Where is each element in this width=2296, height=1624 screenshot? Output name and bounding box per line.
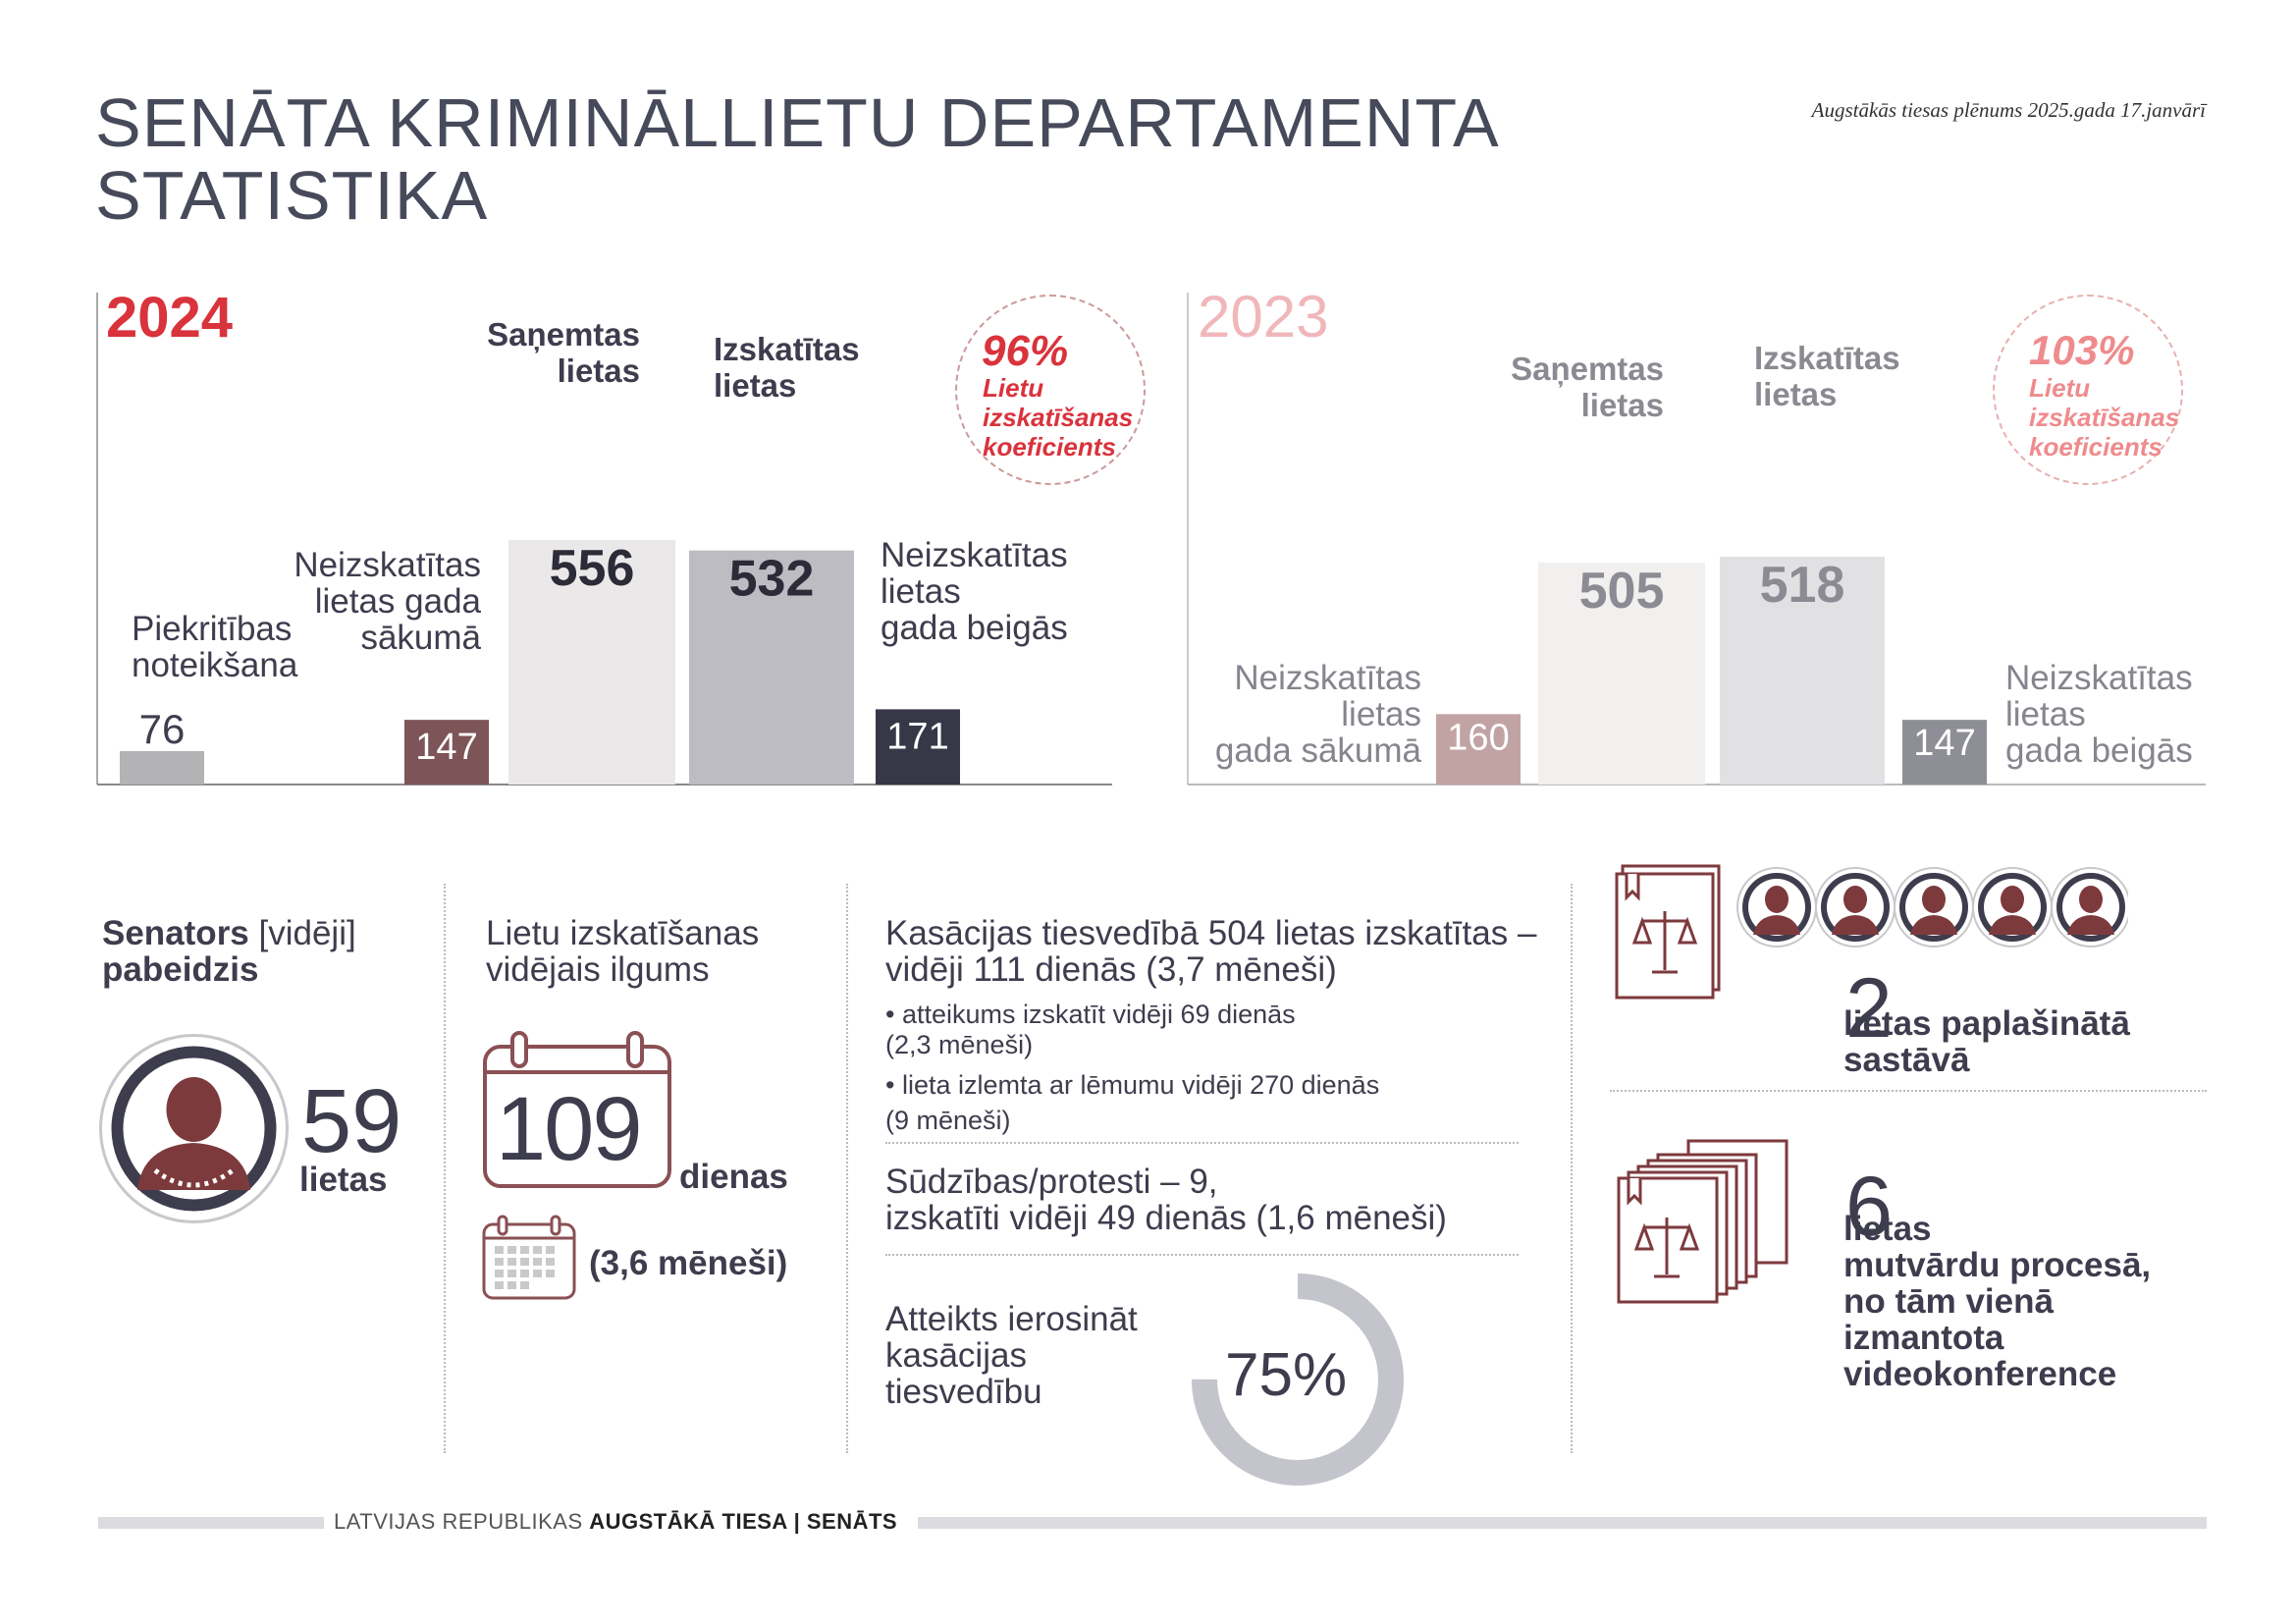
calendar-large-icon xyxy=(483,1031,671,1188)
ratio-label-2023: Lietu izskatīšanas koeficients xyxy=(2029,373,2180,461)
bar-3 xyxy=(1720,556,1885,785)
label-beigas-2024: Neizskatītas lietas gada beigās xyxy=(881,536,1068,647)
refused-donut xyxy=(1192,1273,1404,1486)
divider-1 xyxy=(444,884,446,1453)
bar-value-label-3: 556 xyxy=(550,540,635,597)
bar-value-label-3: 518 xyxy=(1760,557,1845,614)
senator-mini-icon xyxy=(2051,867,2128,947)
label-sakuma-2024: Neizskatītas lietas gada sākumā xyxy=(294,546,481,657)
senator-mini-icon xyxy=(1894,867,1974,947)
date-note: Augstākās tiesas plēnums 2025.gada 17.ja… xyxy=(1811,98,2206,122)
label-izskatitas-2024: Izskatītas lietas xyxy=(714,331,860,404)
label-sanemtas-2024: Saņemtas lietas xyxy=(487,316,640,389)
senator-mini-icon xyxy=(1815,867,1896,947)
label-sakuma-2023: Neizskatītas lietas gada sākumā xyxy=(1214,659,1421,770)
bar-2 xyxy=(404,720,489,785)
bar-1 xyxy=(120,750,204,785)
label-beigas-2023: Neizskatītas lietas gada beigās xyxy=(2005,659,2193,770)
duration-months: (3,6 mēneši) xyxy=(589,1244,788,1282)
refused-label: Atteikts ierosināt kasācijas tiesvedību xyxy=(885,1300,1138,1411)
cassation-headline: Kasācijas tiesvedībā 504 lietas izskatīt… xyxy=(885,914,1537,989)
chart-2024: 76 147 556 532 171 xyxy=(96,293,1112,785)
bar-1 xyxy=(1436,714,1521,785)
bar-value-label-2: 147 xyxy=(415,727,477,768)
bar-value-label-4: 147 xyxy=(1913,723,1975,764)
footer-prefix: LATVIJAS REPUBLIKAS xyxy=(334,1509,590,1534)
label-izskatitas-2023: Izskatītas lietas xyxy=(1754,340,1900,412)
senator-title-light: [vidēji] xyxy=(248,914,356,952)
oral-value: 6 xyxy=(1845,1160,1893,1254)
year-label-2024: 2024 xyxy=(106,286,234,350)
label-sanemtas-2023: Saņemtas lietas xyxy=(1511,351,1664,423)
senator-value: 59 xyxy=(301,1071,402,1171)
bar-3 xyxy=(508,539,675,785)
footer-bar-right xyxy=(918,1517,2207,1529)
senator-mini-icon xyxy=(1972,867,2053,947)
footer-bar-left xyxy=(98,1517,324,1529)
duration-title: Lietu izskatīšanas vidējais ilgums xyxy=(486,914,760,989)
year-label-2023: 2023 xyxy=(1198,284,1329,350)
bar-4 xyxy=(1902,720,1987,785)
extended-value: 2 xyxy=(1845,961,1893,1056)
senator-mini-icon xyxy=(1736,867,1817,947)
bar-value-label-2: 505 xyxy=(1579,563,1665,620)
law-book-icon xyxy=(1615,864,1721,1000)
footer-bold: AUGSTĀKĀ TIESA | SENĀTS xyxy=(589,1509,898,1534)
divider-h-2 xyxy=(885,1254,1519,1256)
ratio-value-2024: 96% xyxy=(982,327,1069,375)
divider-h-3 xyxy=(1610,1090,2207,1092)
senator-title-bold2: pabeidzis xyxy=(102,950,259,989)
extended-text: lietas paplašinātā sastāvā xyxy=(1843,1004,2130,1079)
bar-value-label-1: 76 xyxy=(139,706,186,752)
senators-row-icon xyxy=(1736,867,2128,947)
documents-icon xyxy=(1617,1139,1789,1304)
cassation-bullet-2: • lieta izlemta ar lēmumu vidēji 270 die… xyxy=(885,1070,1380,1135)
senator-unit: lietas xyxy=(299,1161,388,1199)
senator-title: Senators [vidēji] pabeidzis xyxy=(102,915,356,988)
bar-2 xyxy=(1538,562,1705,785)
cassation-bullet-1: • atteikums izskatīt vidēji 69 dienās (2… xyxy=(885,1000,1296,1059)
senator-title-bold: Senators xyxy=(102,914,249,952)
bar-4 xyxy=(689,550,854,785)
oral-text: lietas mutvārdu procesā, no tām vienā iz… xyxy=(1843,1210,2152,1393)
duration-days-unit: dienas xyxy=(679,1158,788,1196)
complaints-text: Sūdzības/protesti – 9, izskatīti vidēji … xyxy=(885,1163,1447,1237)
bar-value-label-1: 160 xyxy=(1447,717,1509,758)
ratio-circle-2024 xyxy=(955,295,1146,485)
refused-value: 75% xyxy=(1225,1341,1348,1409)
ratio-value-2023: 103% xyxy=(2029,327,2135,373)
ratio-label-2024: Lietu izskatīšanas koeficients xyxy=(983,373,1134,461)
bar-5 xyxy=(876,709,960,785)
bar-value-label-4: 532 xyxy=(729,551,815,608)
divider-2 xyxy=(846,884,848,1453)
senator-icon xyxy=(99,1034,289,1223)
chart-2023: 160 505 518 147 xyxy=(1187,293,2206,785)
divider-h-1 xyxy=(885,1142,1519,1144)
calendar-small-icon xyxy=(482,1215,576,1300)
duration-days: 109 xyxy=(496,1079,642,1179)
divider-3 xyxy=(1571,884,1573,1453)
ratio-circle-2023 xyxy=(1993,295,2183,485)
footer-text: LATVIJAS REPUBLIKAS AUGSTĀKĀ TIESA | SEN… xyxy=(334,1509,897,1535)
bar-value-label-5: 171 xyxy=(886,716,948,757)
label-piekritiba: Piekritības noteikšana xyxy=(132,610,298,684)
page-title: SENĀTA KRIMINĀLLIETU DEPARTAMENTA STATIS… xyxy=(95,84,1500,234)
